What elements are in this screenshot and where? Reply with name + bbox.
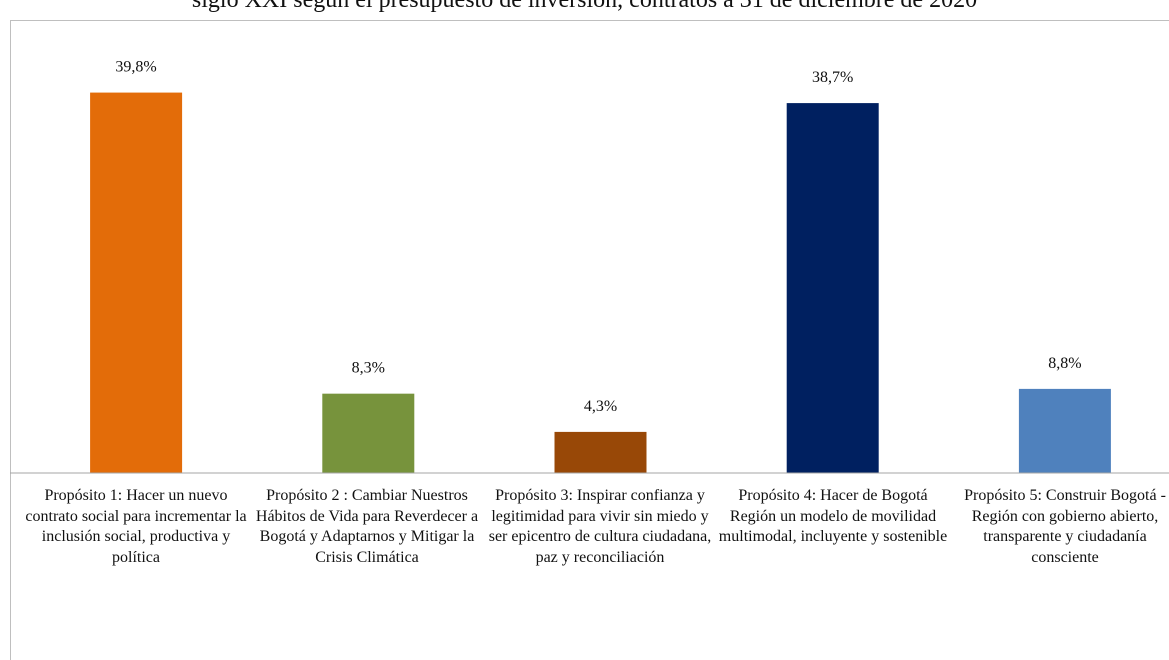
data-label-2: 8,3% (352, 360, 385, 377)
bar-chart: 39,8% 8,3% 4,3% 38,7% 8,8% (10, 59, 1169, 474)
data-label-1: 39,8% (115, 59, 156, 76)
bar-1 (90, 92, 183, 473)
data-label-3: 4,3% (584, 398, 617, 415)
chart-title: siglo XXI según el presupuesto de invers… (191, 0, 978, 13)
bar-5 (1018, 388, 1111, 473)
data-label-4: 38,7% (812, 69, 853, 86)
data-label-5: 8,8% (1048, 355, 1081, 372)
bars-group (90, 92, 1111, 473)
category-label-3: Propósito 3: Inspirar confianza y legiti… (488, 487, 712, 566)
bar-2 (322, 393, 415, 473)
bar-4 (786, 103, 879, 473)
category-label-5: Propósito 5: Construir Bogotá - Región c… (964, 487, 1166, 566)
category-label-2: Propósito 2 : Cambiar Nuestros Hábitos d… (255, 487, 479, 566)
bar-3 (554, 431, 647, 473)
category-label-1: Propósito 1: Hacer un nuevo contrato soc… (25, 487, 247, 566)
data-labels-group: 39,8% 8,3% 4,3% 38,7% 8,8% (115, 59, 1081, 415)
chart-frame (10, 20, 1169, 660)
category-label-4: Propósito 4: Hacer de Bogotá Región un m… (718, 487, 948, 545)
